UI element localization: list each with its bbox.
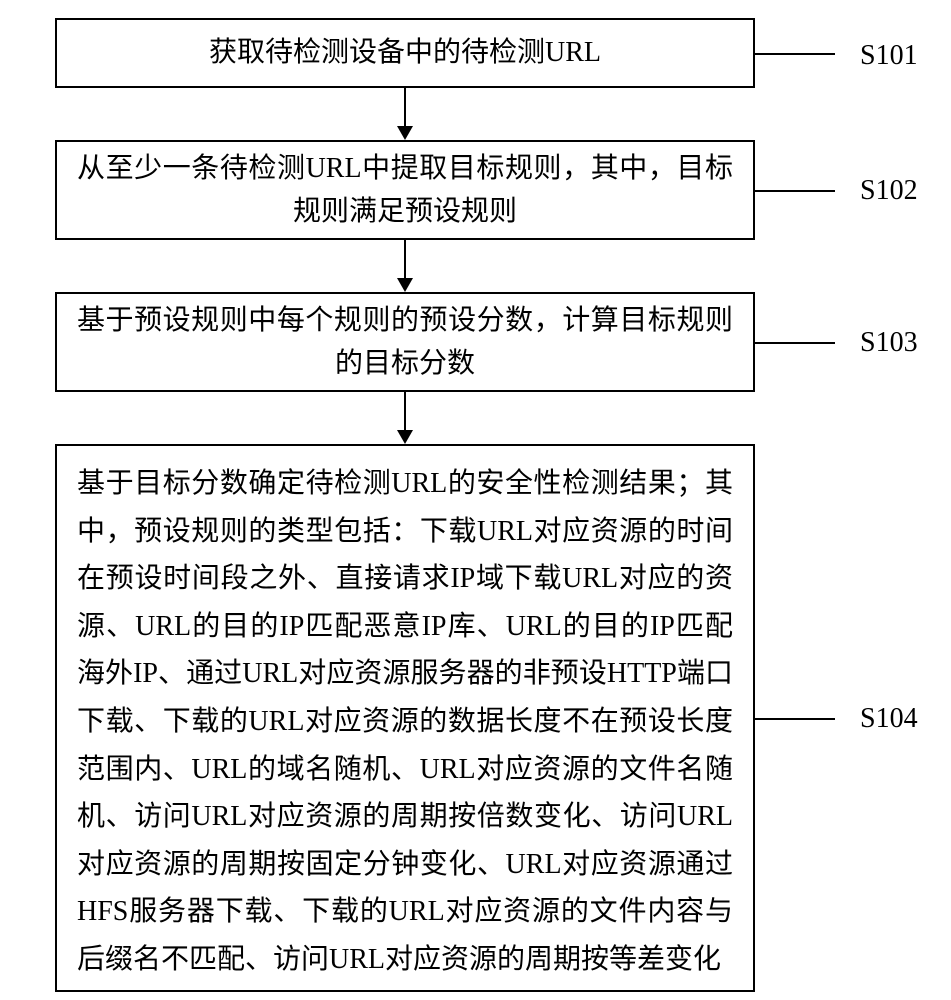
flowchart-step-s101: 获取待检测设备中的待检测URL bbox=[55, 18, 755, 88]
arrow bbox=[404, 88, 406, 126]
step-text: 基于目标分数确定待检测URL的安全性检测结果；其中，预设规则的类型包括：下载UR… bbox=[77, 460, 733, 984]
arrow bbox=[404, 240, 406, 278]
arrowhead bbox=[397, 430, 413, 444]
step-text: 获取待检测设备中的待检测URL bbox=[209, 31, 601, 74]
connector-line bbox=[755, 718, 835, 720]
flowchart-step-s103: 基于预设规则中每个规则的预设分数，计算目标规则的目标分数 bbox=[55, 292, 755, 392]
step-label-s102: S102 bbox=[860, 175, 918, 207]
step-text: 从至少一条待检测URL中提取目标规则，其中，目标规则满足预设规则 bbox=[77, 147, 733, 234]
step-text: 基于预设规则中每个规则的预设分数，计算目标规则的目标分数 bbox=[77, 299, 733, 386]
flowchart-step-s102: 从至少一条待检测URL中提取目标规则，其中，目标规则满足预设规则 bbox=[55, 140, 755, 240]
step-label-s101: S101 bbox=[860, 40, 918, 72]
step-label-s104: S104 bbox=[860, 703, 918, 735]
connector-line bbox=[755, 53, 835, 55]
connector-line bbox=[755, 190, 835, 192]
flowchart-container: 获取待检测设备中的待检测URL S101 从至少一条待检测URL中提取目标规则，… bbox=[0, 0, 951, 1000]
step-label-s103: S103 bbox=[860, 327, 918, 359]
arrow bbox=[404, 392, 406, 430]
connector-line bbox=[755, 342, 835, 344]
arrowhead bbox=[397, 278, 413, 292]
flowchart-step-s104: 基于目标分数确定待检测URL的安全性检测结果；其中，预设规则的类型包括：下载UR… bbox=[55, 444, 755, 992]
arrowhead bbox=[397, 126, 413, 140]
